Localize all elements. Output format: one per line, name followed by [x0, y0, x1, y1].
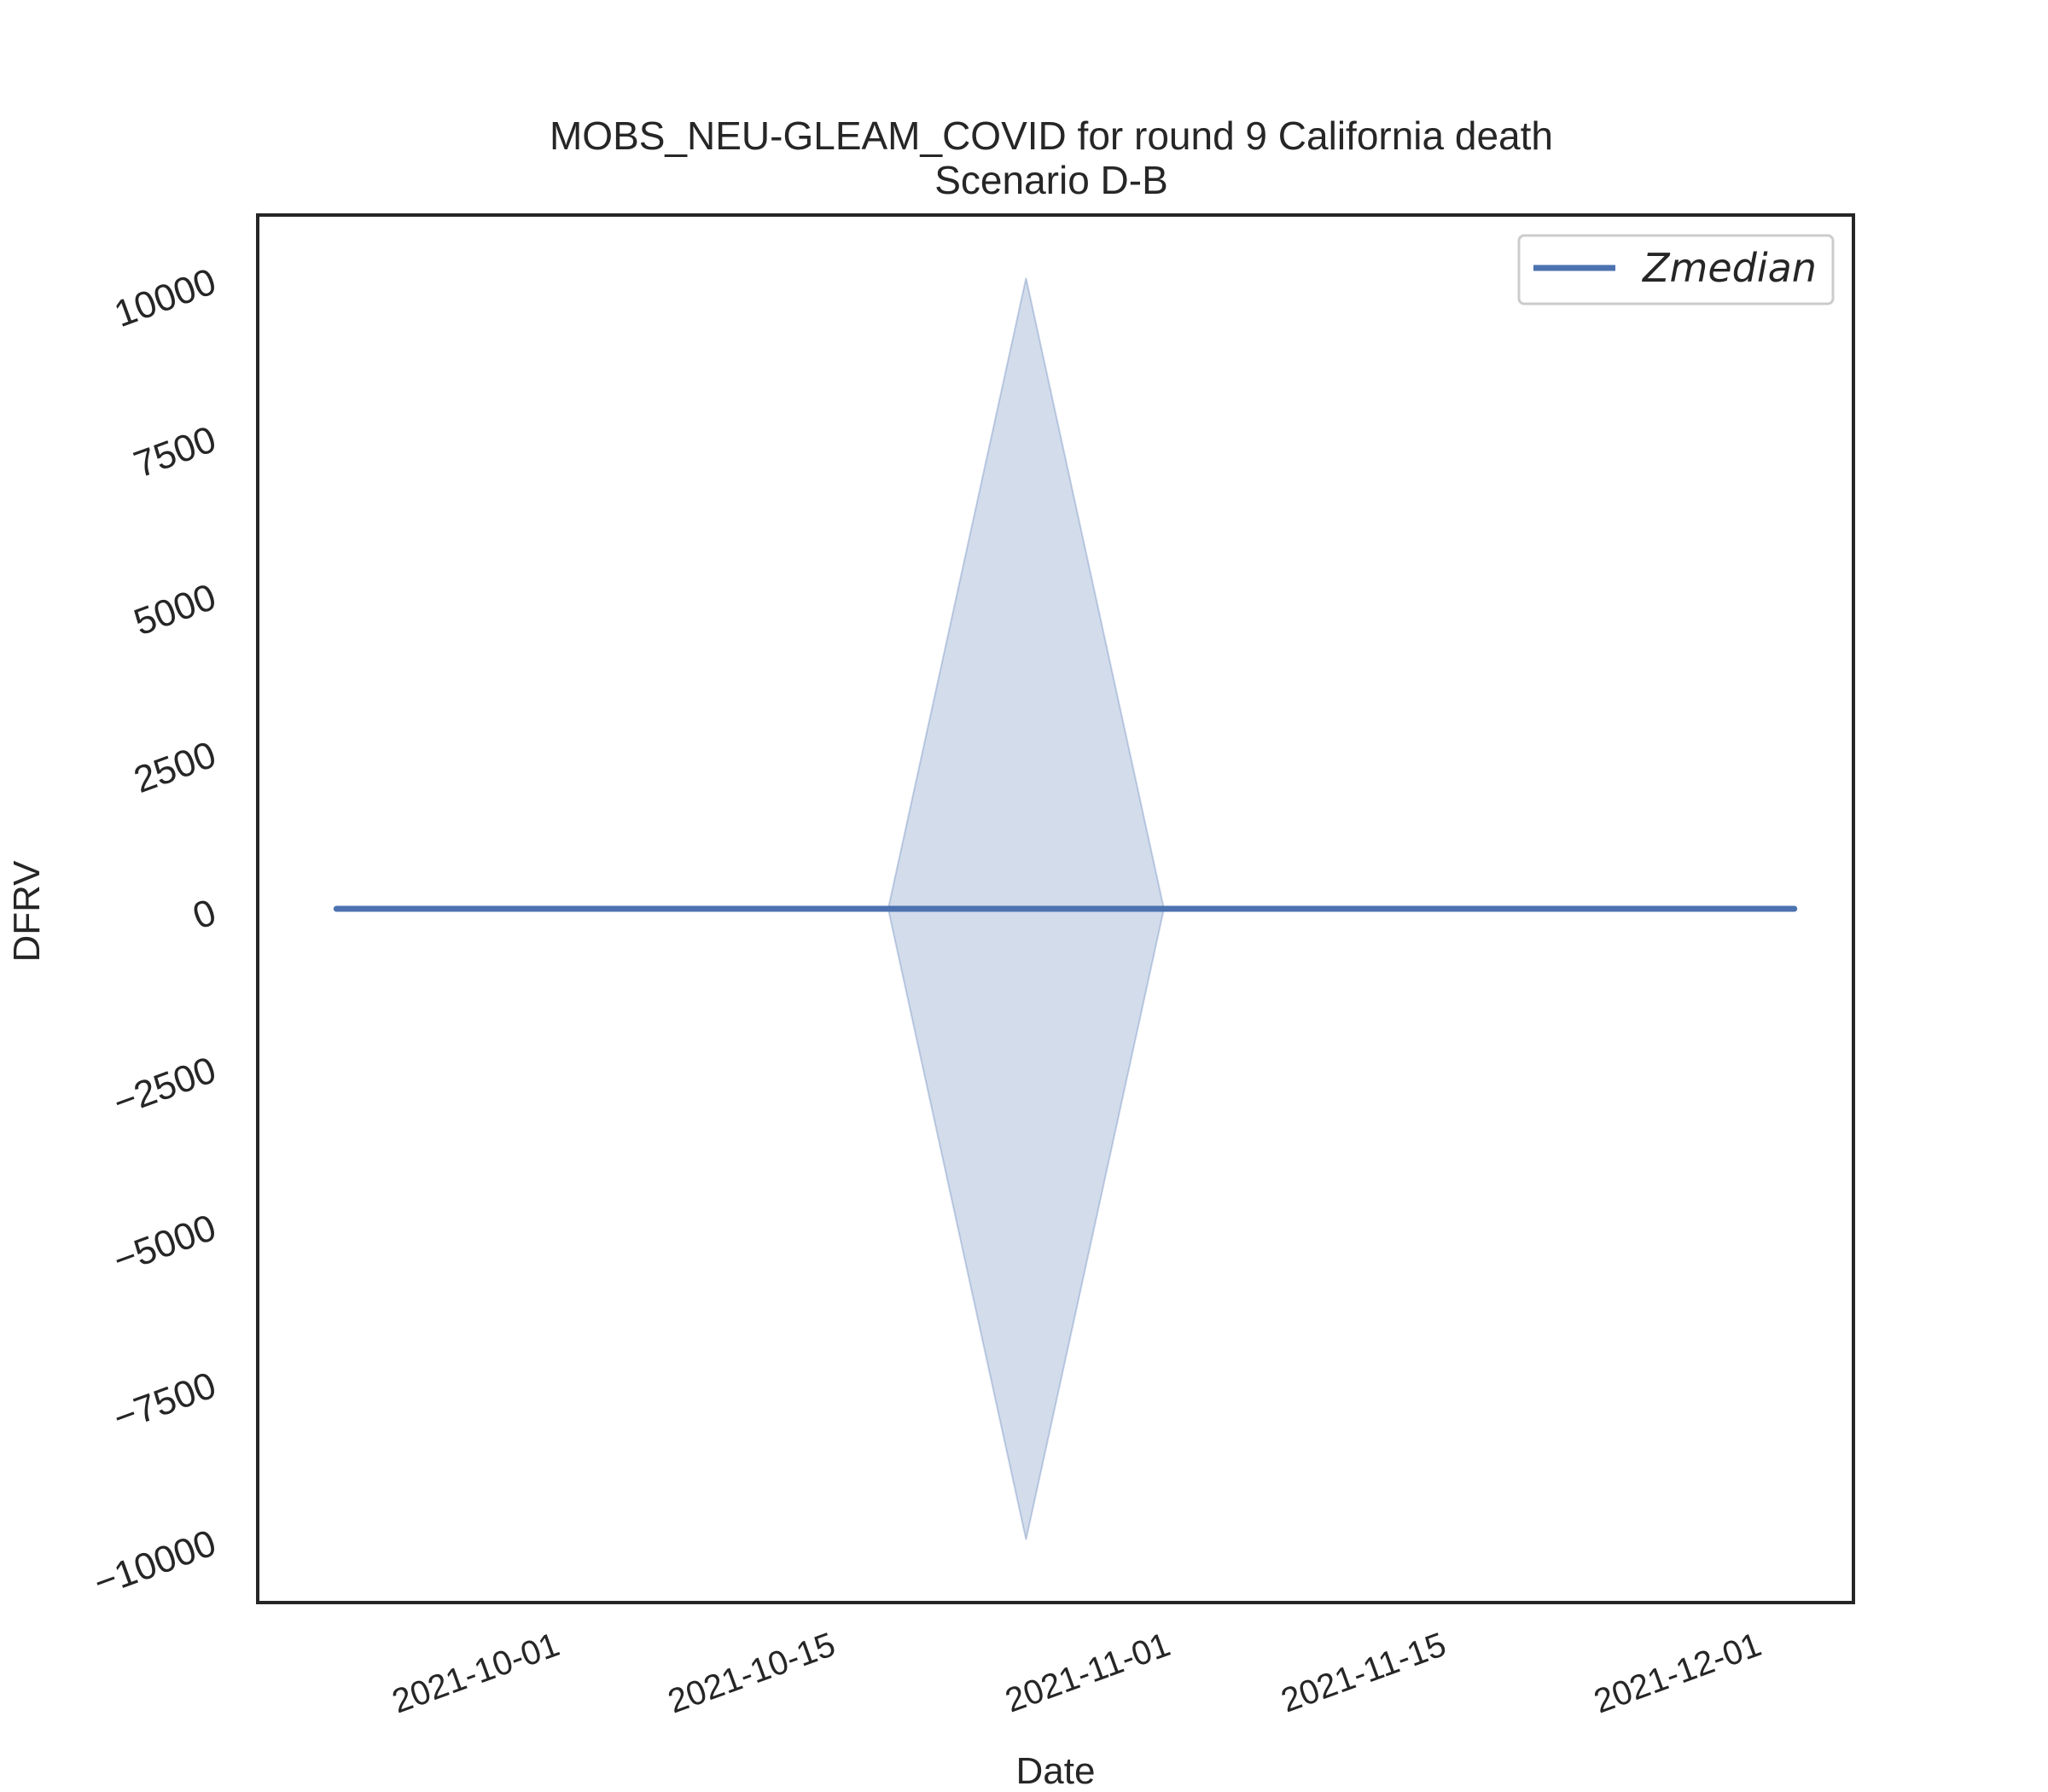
x-tick-label: 2021-10-15 [663, 1626, 840, 1720]
y-axis-ticks: 10000 7500 5000 2500 0 −2500 −5000 −7500 −10000 [89, 260, 222, 1604]
x-axis-ticks: 2021-10-01 2021-10-15 2021-11-01 2021-11-15… [387, 1626, 1766, 1720]
x-tick-label: 2021-11-15 [1277, 1626, 1452, 1719]
x-tick-label: 2021-10-01 [387, 1626, 564, 1720]
y-tick-label: −2500 [108, 1049, 222, 1124]
y-tick-label: −10000 [89, 1521, 222, 1604]
y-tick-label: −5000 [108, 1207, 222, 1282]
y-tick-label: 2500 [129, 734, 222, 802]
legend-label-zmedian: Zmedian [1641, 245, 1817, 291]
plot-frame [256, 213, 1855, 1604]
legend: Zmedian [1517, 234, 1835, 305]
x-axis-label: Date [1016, 1750, 1096, 1792]
legend-box [1517, 234, 1835, 305]
x-tick-label: 2021-11-01 [1000, 1626, 1175, 1719]
x-tick-label: 2021-12-01 [1589, 1626, 1766, 1720]
y-tick-label: 10000 [109, 260, 222, 335]
y-tick-label: 7500 [129, 418, 222, 486]
y-tick-label: −7500 [108, 1364, 222, 1440]
y-axis-label: DFRV [6, 860, 48, 963]
chart-subtitle: Scenario D-B [934, 158, 1168, 202]
y-tick-label: 0 [188, 891, 222, 937]
y-tick-label: 5000 [129, 576, 222, 644]
chart-title: MOBS_NEU-GLEAM_COVID for round 9 Califor… [550, 113, 1553, 158]
plot-area [333, 277, 1798, 1540]
